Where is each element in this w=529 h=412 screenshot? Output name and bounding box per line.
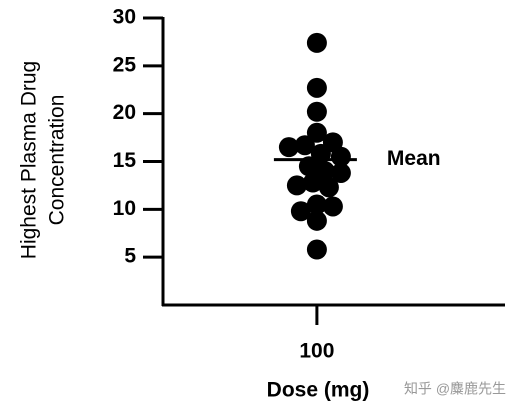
y-tick-label: 15 xyxy=(113,149,137,172)
y-tick-label: 30 xyxy=(113,6,136,29)
watermark: 知乎 @麋鹿先生 xyxy=(404,381,506,397)
data-point xyxy=(286,175,307,196)
data-point xyxy=(290,201,311,222)
data-point xyxy=(306,101,327,122)
y-tick-label: 25 xyxy=(113,53,137,76)
data-point xyxy=(322,196,343,217)
data-point xyxy=(306,122,327,143)
mean-label: Mean xyxy=(387,147,441,170)
data-point xyxy=(306,210,327,231)
data-point xyxy=(294,135,315,156)
data-point xyxy=(306,32,327,53)
data-point xyxy=(330,146,351,167)
data-point xyxy=(306,239,327,260)
y-tick-label: 5 xyxy=(124,245,136,268)
data-point xyxy=(302,172,323,193)
data-point xyxy=(278,137,299,158)
data-point xyxy=(306,194,327,215)
y-axis-label: Highest Plasma Drug xyxy=(18,61,41,259)
x-axis-label: Dose (mg) xyxy=(267,379,370,402)
data-point xyxy=(298,156,319,177)
data-point xyxy=(318,177,339,198)
y-tick-label: 10 xyxy=(113,197,136,220)
data-point xyxy=(306,77,327,98)
y-axis-label: Concentration xyxy=(46,95,69,226)
y-tick-label: 20 xyxy=(113,101,136,124)
data-point xyxy=(330,162,351,183)
x-tick-label: 100 xyxy=(299,340,334,363)
